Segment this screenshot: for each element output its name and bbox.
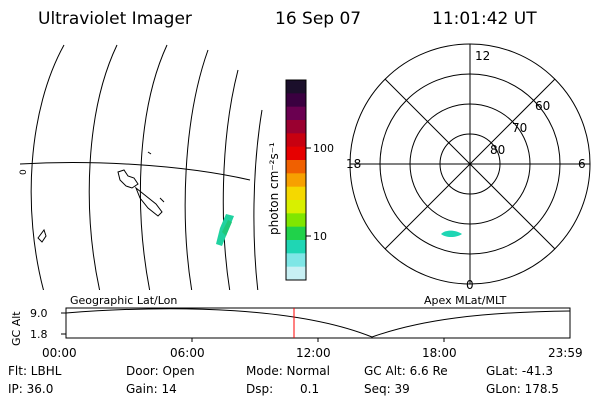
lat-label-80: 80 [490, 143, 505, 157]
dsp-value: 0.1 [300, 382, 320, 396]
colorbar-cell [286, 200, 306, 214]
colorbar-cell [286, 186, 306, 201]
coastline [134, 186, 163, 217]
glon-info: GLon: 178.5 [486, 382, 559, 396]
map-edge-label: 0 [19, 169, 29, 175]
meridian-line [253, 109, 263, 290]
colorbar-cell [286, 253, 306, 268]
colorbar-cell [286, 226, 306, 241]
lat-label-70: 70 [512, 121, 527, 135]
colorbar-cell [286, 80, 306, 94]
altitude-ylabel: GC Alt [10, 311, 23, 346]
altitude-ytick-9: 9.0 [30, 307, 48, 320]
mlt-label-6: 6 [578, 157, 586, 171]
gc-alt-info: GC Alt: 6.6 Re [364, 364, 448, 378]
lat-label-60: 60 [535, 99, 550, 113]
filter-info: Flt: LBHL [8, 364, 62, 378]
time-tick-1200: 12:00 [296, 346, 331, 360]
altitude-ytick-1.8: 1.8 [30, 328, 48, 341]
seq-info: Seq: 39 [364, 382, 410, 396]
mlt-label-18: 18 [346, 157, 361, 171]
colorbar-cell [286, 146, 306, 161]
meridian-line [184, 49, 209, 290]
time-tick-1800: 18:00 [422, 346, 457, 360]
ip-info: IP: 36.0 [8, 382, 54, 396]
door-info: Door: Open [126, 364, 195, 378]
meridian-line [30, 44, 65, 290]
meridian-line [139, 44, 168, 290]
colorbar-tick-10: 10 [313, 230, 327, 243]
aurora-patch [441, 230, 462, 237]
time-tick-2359: 23:59 [548, 346, 583, 360]
coastline [147, 151, 152, 155]
geo-map-label: Geographic Lat/Lon [70, 294, 178, 307]
mlt-label-0: 0 [466, 278, 474, 292]
polar-plot-label: Apex MLat/MLT [424, 294, 507, 307]
meridian-line [222, 69, 239, 290]
time-tick-0600: 06:00 [170, 346, 205, 360]
equator-line [20, 162, 251, 181]
coastline [117, 169, 139, 189]
coastline [37, 228, 47, 243]
colorbar-cell [286, 173, 306, 188]
colorbar-cell [286, 93, 306, 108]
altitude-curve [65, 308, 571, 338]
mode-info: Mode: Normal [246, 364, 330, 378]
colorbar-cell [286, 160, 306, 174]
colorbar-cell [286, 120, 306, 134]
colorbar-tick-100: 100 [313, 142, 334, 155]
date-label: 16 Sep 07 [275, 9, 362, 29]
colorbar-unit-label: photon cm⁻²s⁻¹ [267, 142, 281, 235]
dsp-label: Dsp: [246, 382, 274, 396]
gain-info: Gain: 14 [126, 382, 177, 396]
time-tick-0000: 00:00 [42, 346, 77, 360]
glat-info: GLat: -41.3 [486, 364, 553, 378]
colorbar-cell [286, 133, 306, 148]
instrument-title: Ultraviolet Imager [38, 9, 192, 29]
colorbar-cell [286, 213, 306, 228]
time-label: 11:01:42 UT [432, 9, 537, 29]
meridian-line [88, 44, 118, 290]
colorbar-cell [286, 240, 306, 254]
colorbar-cell [286, 266, 306, 281]
mlt-label-12: 12 [475, 49, 490, 63]
colorbar-cell [286, 106, 306, 121]
coastline [159, 197, 165, 203]
